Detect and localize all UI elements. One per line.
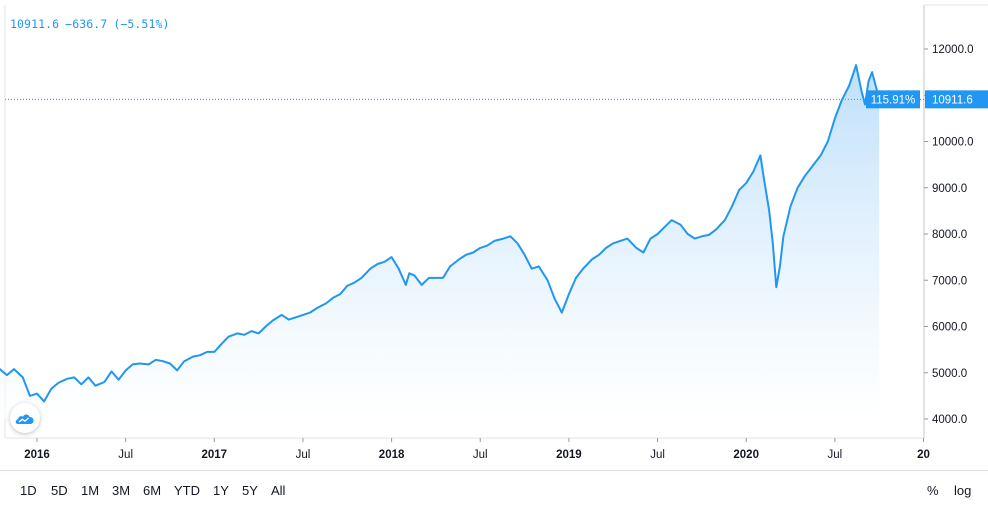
range-3m-button[interactable]: 3M [112, 483, 131, 498]
y-tick-label: 4000.0 [932, 414, 967, 426]
y-tick-label: 6000.0 [932, 322, 967, 334]
x-tick-label: Jul [473, 449, 488, 461]
range-all-button[interactable]: All [271, 483, 286, 498]
tradingview-cloud-icon [15, 414, 34, 424]
percent-tag-label: 115.91% [871, 94, 916, 106]
headline-change-pct: (−5.51%) [113, 17, 170, 31]
y-tick-label: 7000.0 [932, 275, 967, 287]
grid-layer [4, 4, 988, 439]
x-tick-label: 2018 [379, 449, 405, 461]
y-tick-label: 10000.0 [932, 137, 974, 149]
range-5d-button[interactable]: 5D [51, 483, 68, 498]
x-tick-label: Jul [827, 449, 842, 461]
percent-tag-bg [866, 90, 920, 109]
range-1m-button[interactable]: 1M [81, 483, 100, 498]
x-tick-label: 20 [917, 449, 930, 461]
y-tick-label: 12000.0 [932, 44, 974, 56]
x-tick-label: Jul [118, 449, 133, 461]
percent-scale-button[interactable]: % [927, 483, 939, 498]
last-price-tag-label: 10911.6 [932, 94, 973, 106]
x-tick-label: 2017 [202, 449, 228, 461]
x-tick-label: 2016 [24, 449, 50, 461]
range-1d-button[interactable]: 1D [20, 483, 37, 498]
last-price-tag-bg [925, 90, 988, 109]
headline: 10911.6 −636.7 (−5.51%) [10, 17, 176, 31]
series-area-fill [0, 65, 880, 419]
range-5y-button[interactable]: 5Y [242, 483, 258, 498]
x-tick-label: Jul [296, 449, 311, 461]
y-tick-label: 9000.0 [932, 183, 967, 195]
x-tick-label: 2019 [556, 449, 582, 461]
log-scale-button[interactable]: log [954, 483, 972, 498]
range-toolbar: 1D 5D 1M 3M 6M YTD 1Y 5Y All % log [0, 470, 988, 508]
tradingview-logo[interactable] [10, 403, 40, 433]
headline-last: 10911.6 [10, 17, 60, 31]
range-1y-button[interactable]: 1Y [213, 483, 229, 498]
x-tick-label: Jul [650, 449, 665, 461]
y-tick-label: 5000.0 [932, 368, 967, 380]
series-line [0, 64, 881, 403]
y-tick-label: 8000.0 [932, 229, 967, 241]
range-ytd-button[interactable]: YTD [174, 483, 200, 498]
range-6m-button[interactable]: 6M [143, 483, 162, 498]
price-tag-layer: 115.91% 10911.6 [866, 90, 988, 109]
axis-layer: 4000.0 5000.0 6000.0 7000.0 8000.0 9000.0 1000… [24, 44, 973, 461]
headline-change: −636.7 [65, 17, 108, 31]
area-layer [0, 64, 924, 419]
x-tick-label: 2020 [733, 449, 759, 461]
